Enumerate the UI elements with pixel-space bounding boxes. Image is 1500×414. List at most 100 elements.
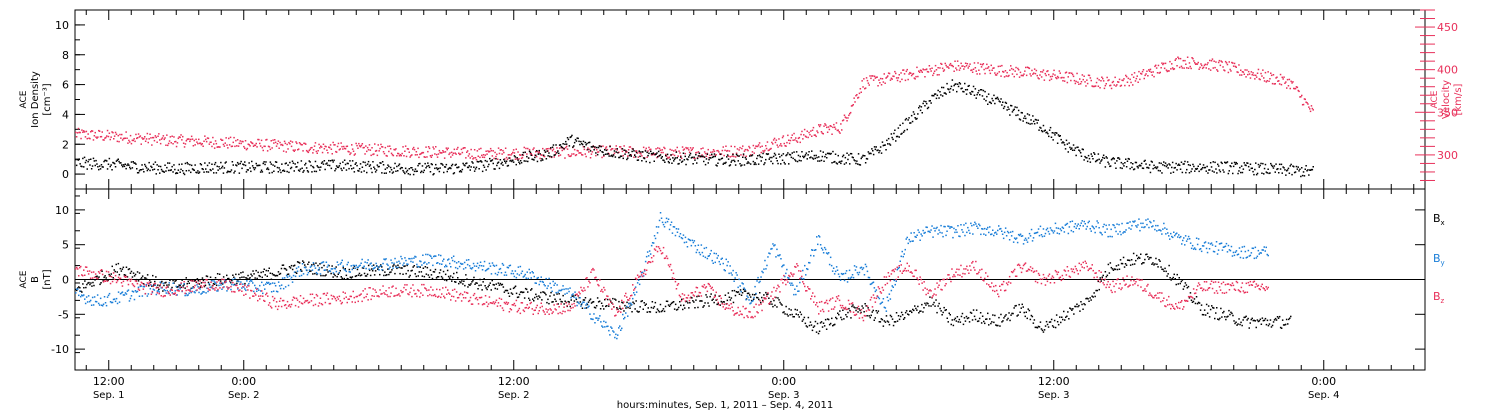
velocity-point	[125, 131, 127, 133]
by-point	[288, 285, 290, 287]
bx-point	[508, 293, 510, 295]
density-point	[173, 164, 175, 166]
by-point	[290, 279, 292, 281]
bx-point	[130, 273, 132, 275]
velocity-point	[819, 126, 821, 128]
density-points	[75, 79, 1314, 177]
bx-point	[1240, 322, 1242, 324]
density-point	[842, 156, 844, 158]
bx-point	[965, 320, 967, 322]
density-point	[382, 161, 384, 163]
density-point	[76, 165, 78, 167]
bx-point	[1223, 311, 1225, 313]
bx-point	[1229, 314, 1231, 316]
by-point	[352, 269, 354, 271]
by-point	[456, 262, 458, 264]
density-point	[1185, 172, 1187, 174]
by-point	[473, 263, 475, 265]
density-point	[899, 125, 901, 127]
velocity-point	[315, 142, 317, 144]
velocity-point	[1165, 63, 1167, 65]
velocity-point	[1171, 63, 1173, 65]
velocity-point	[1185, 64, 1187, 66]
bx-point	[1160, 266, 1162, 268]
by-point	[376, 265, 378, 267]
top-ylabel-line-2: [cm⁻³]	[42, 83, 53, 115]
velocity-point	[1144, 78, 1146, 80]
velocity-point	[591, 153, 593, 155]
velocity-point	[928, 71, 930, 73]
density-point	[278, 167, 280, 169]
density-point	[639, 150, 641, 152]
density-point	[110, 164, 112, 166]
density-point	[86, 160, 88, 162]
velocity-point	[219, 146, 221, 148]
density-point	[728, 158, 730, 160]
velocity-point	[350, 152, 352, 154]
density-point	[1037, 122, 1039, 124]
bx-point	[593, 301, 595, 303]
velocity-point	[1044, 79, 1046, 81]
bx-point	[953, 325, 955, 327]
velocity-point	[1098, 86, 1100, 88]
bx-point	[291, 265, 293, 267]
bx-point	[753, 299, 755, 301]
bx-point	[1051, 319, 1053, 321]
by-point	[213, 280, 215, 282]
bx-point	[1249, 327, 1251, 329]
density-point	[621, 156, 623, 158]
velocity-point	[1211, 60, 1213, 62]
bx-point	[1178, 283, 1180, 285]
density-point	[1075, 147, 1077, 149]
bx-point	[100, 282, 102, 284]
velocity-point	[903, 69, 905, 71]
velocity-point	[461, 149, 463, 151]
by-point	[100, 298, 102, 300]
by-point	[592, 319, 594, 321]
velocity-point	[1078, 84, 1080, 86]
bx-point	[989, 318, 991, 320]
density-point	[434, 168, 436, 170]
by-point	[179, 288, 181, 290]
bx-point	[1071, 310, 1073, 312]
density-point	[132, 167, 134, 169]
density-point	[221, 167, 223, 169]
velocity-point	[714, 151, 716, 153]
bx-point	[776, 306, 778, 308]
density-point	[343, 167, 345, 169]
bx-point	[1246, 319, 1248, 321]
by-point	[629, 306, 631, 308]
velocity-point	[273, 142, 275, 144]
velocity-point	[222, 140, 224, 142]
velocity-point	[107, 130, 109, 132]
velocity-point	[1074, 80, 1076, 82]
velocity-point	[766, 148, 768, 150]
bx-point	[1050, 321, 1052, 323]
bx-point	[246, 278, 248, 280]
velocity-point	[255, 145, 257, 147]
velocity-point	[854, 101, 856, 103]
by-point	[464, 262, 466, 264]
density-point	[82, 158, 84, 160]
density-point	[1269, 172, 1271, 174]
density-point	[596, 147, 598, 149]
velocity-point	[1060, 72, 1062, 74]
velocity-point	[368, 149, 370, 151]
velocity-point	[1029, 68, 1031, 70]
velocity-point	[1230, 70, 1232, 72]
bx-point	[1270, 319, 1272, 321]
density-point	[512, 160, 514, 162]
velocity-point	[369, 144, 371, 146]
density-point	[992, 100, 994, 102]
by-point	[418, 266, 420, 268]
velocity-point	[1252, 74, 1254, 76]
density-point	[508, 157, 510, 159]
density-point	[630, 154, 632, 156]
by-point	[524, 275, 526, 277]
velocity-point	[478, 156, 480, 158]
velocity-point	[191, 136, 193, 138]
bx-point	[310, 270, 312, 272]
by-point	[596, 317, 598, 319]
top-ytick-right-label-0: 300	[1437, 149, 1458, 162]
velocity-point	[831, 134, 833, 136]
